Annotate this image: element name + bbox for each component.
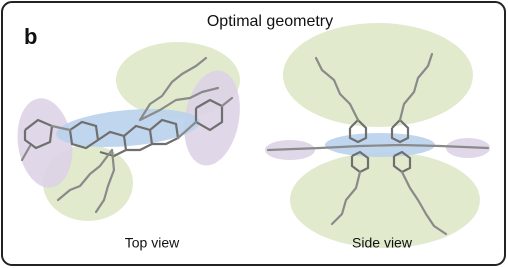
view-label: Side view [352,235,413,251]
panel-label: b [24,24,37,49]
figure-panel: b Optimal geometry Top vie [0,0,508,268]
view-label: Top view [125,235,180,251]
panel-title: Optimal geometry [207,13,333,30]
